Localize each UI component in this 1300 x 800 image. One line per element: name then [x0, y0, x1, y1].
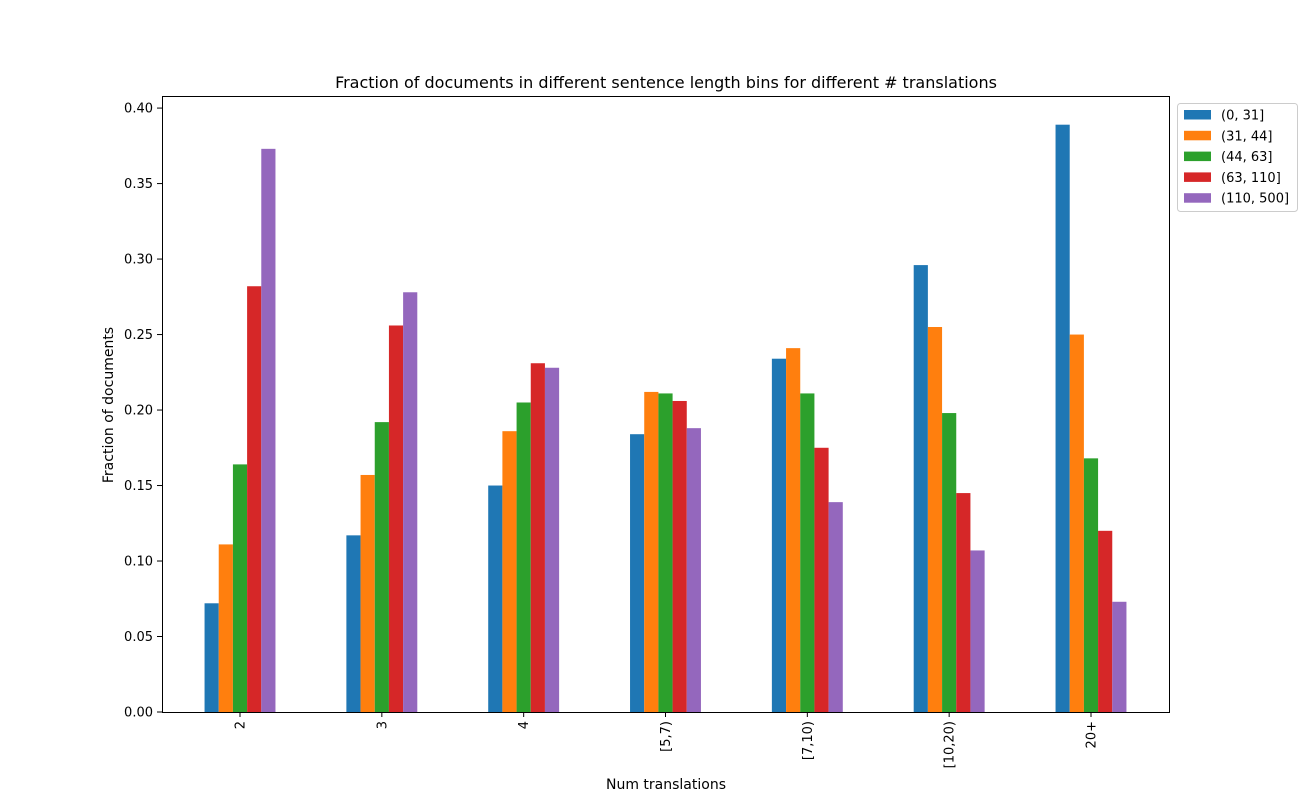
- x-tick-label: [10,20): [943, 721, 958, 768]
- x-tick-label: 2: [234, 721, 249, 729]
- bar-series-3-cat-3: [672, 400, 687, 712]
- bar-series-4-cat-6: [1112, 601, 1127, 712]
- bar-series-1-cat-6: [1069, 334, 1084, 712]
- x-tick-label: 20+: [1084, 721, 1099, 748]
- chart-title: Fraction of documents in different sente…: [335, 73, 997, 92]
- bar-series-3-cat-4: [814, 447, 829, 712]
- bar-series-0-cat-0: [204, 603, 219, 712]
- bar-series-2-cat-4: [800, 393, 815, 712]
- bar-series-3-cat-1: [388, 325, 404, 712]
- bar-series-1-cat-2: [502, 431, 517, 712]
- y-tick-label: 0.10: [124, 555, 153, 570]
- legend-label: (63, 110]: [1221, 171, 1281, 186]
- bar-series-1-cat-4: [786, 348, 801, 712]
- legend-label: (44, 63]: [1221, 150, 1273, 165]
- y-tick-label: 0.35: [124, 177, 153, 192]
- y-tick-label: 0.15: [124, 479, 153, 494]
- bar-series-3-cat-5: [956, 493, 971, 712]
- y-tick-label: 0.05: [124, 630, 153, 645]
- bar-series-2-cat-3: [658, 393, 673, 712]
- bar-series-4-cat-1: [403, 292, 418, 712]
- bar-series-4-cat-2: [544, 367, 560, 712]
- bar-series-1-cat-0: [218, 544, 233, 712]
- bar-series-3-cat-6: [1098, 530, 1113, 712]
- bar-series-0-cat-1: [346, 535, 361, 712]
- legend-label: (31, 44]: [1221, 129, 1273, 144]
- bar-series-0-cat-4: [771, 358, 787, 712]
- legend-swatch: [1184, 151, 1211, 162]
- bar-series-4-cat-4: [828, 502, 843, 712]
- legend-frame: [1177, 103, 1298, 212]
- legend: (0, 31] (31, 44] (44, 63] (63, 110] (110, 50…: [1177, 103, 1298, 212]
- legend-swatch: [1184, 172, 1211, 182]
- bar-series-0-cat-3: [630, 434, 645, 712]
- legend-label: (0, 31]: [1221, 109, 1264, 124]
- y-tick-label: 0.40: [124, 102, 153, 117]
- bar-series-4-cat-5: [970, 550, 985, 712]
- bar-series-1-cat-5: [927, 327, 943, 712]
- bar-series-2-cat-5: [942, 413, 957, 712]
- x-tick-label: 4: [517, 721, 532, 729]
- y-tick-label: 0.00: [124, 706, 153, 721]
- bar-series-2-cat-2: [516, 402, 531, 712]
- legend-label: (110, 500]: [1221, 192, 1289, 207]
- y-axis-label: Fraction of documents: [101, 327, 117, 483]
- x-tick-label: [7,10): [801, 721, 816, 760]
- bar-series-3-cat-0: [247, 286, 262, 712]
- legend-swatch: [1184, 193, 1211, 203]
- y-tick-label: 0.20: [124, 404, 153, 419]
- bars-layer: [204, 124, 1127, 713]
- bar-series-2-cat-0: [232, 464, 248, 712]
- x-tick-label: [5,7): [659, 721, 674, 752]
- bar-series-1-cat-1: [360, 474, 375, 712]
- x-tick-label: 3: [375, 721, 390, 729]
- bar-series-0-cat-2: [488, 485, 503, 712]
- y-tick-label: 0.25: [124, 328, 153, 343]
- bar-series-4-cat-3: [686, 428, 701, 712]
- bar-series-0-cat-5: [913, 265, 928, 712]
- y-tick-label: 0.30: [124, 253, 153, 268]
- bar-series-1-cat-3: [644, 391, 659, 712]
- legend-swatch: [1184, 130, 1211, 141]
- bar-series-4-cat-0: [261, 148, 276, 713]
- x-axis: 2 3 4 [5,7) [7,10) [10,20) 20+: [234, 712, 1099, 768]
- bar-series-2-cat-6: [1083, 458, 1099, 712]
- legend-swatch: [1184, 110, 1211, 120]
- bar-series-0-cat-6: [1055, 124, 1070, 712]
- y-axis: 0.00 0.05 0.10 0.15 0.20 0.25 0.30 0.35 0.40: [124, 102, 162, 721]
- bar-series-2-cat-1: [374, 422, 389, 712]
- bar-series-3-cat-2: [530, 363, 545, 712]
- x-axis-label: Num translations: [606, 777, 726, 793]
